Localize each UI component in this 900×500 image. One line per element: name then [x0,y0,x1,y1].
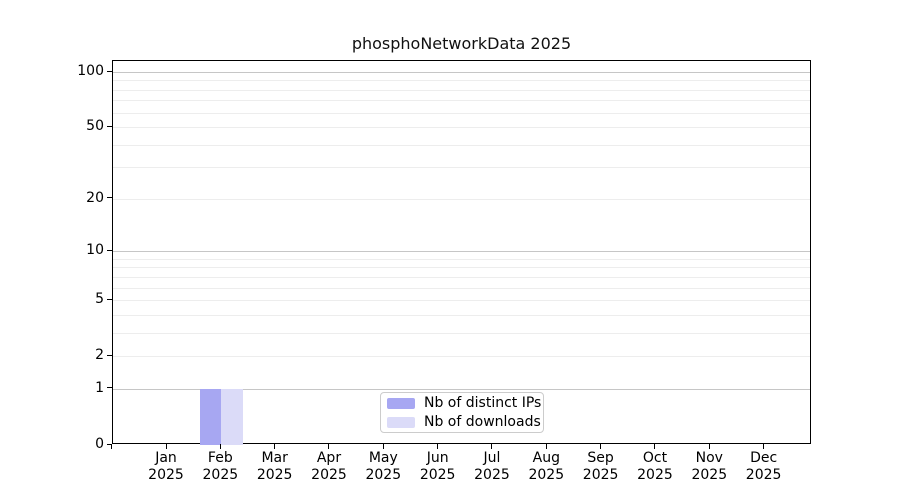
y-tick-mark [107,249,112,251]
y-tick-label: 5 [95,291,104,308]
y-tick-mark [107,443,112,445]
x-tick-mark [491,444,493,449]
x-tick-label: Jul 2025 [474,450,510,483]
x-tick-label: Feb 2025 [202,450,239,483]
x-tick-mark [600,444,602,449]
x-tick-mark [219,444,221,449]
minor-gridline [113,287,810,289]
legend-swatch-distinct-ips-icon [387,397,415,409]
x-tick-label: Mar 2025 [256,450,293,483]
major-gridline [113,72,810,73]
legend-item-downloads: Nb of downloads [387,414,541,430]
chart-title: phosphoNetworkData 2025 [351,34,572,53]
y-tick-label: 1 [95,379,104,396]
x-tick-mark [274,444,276,449]
y-tick-mark [107,197,112,199]
legend-label-downloads: Nb of downloads [424,414,541,430]
x-tick-label: May 2025 [365,450,402,483]
plot-area: Nb of distinct IPs Nb of downloads [112,60,811,445]
y-tick-mark [107,387,112,389]
minor-gridline [113,89,810,91]
x-tick-mark [654,444,656,449]
x-tick-mark [111,444,113,449]
minor-gridline [113,100,810,102]
minor-gridline [113,258,810,260]
y-tick-mark [107,125,112,127]
legend: Nb of distinct IPs Nb of downloads [380,392,544,433]
bar-feb-2025 [221,388,243,445]
y-tick-mark [107,298,112,300]
x-tick-label: Sep 2025 [582,450,619,483]
legend-item-distinct-ips: Nb of distinct IPs [387,395,541,411]
minor-gridline [113,144,810,146]
x-tick-mark [328,444,330,449]
minor-gridline [113,314,810,316]
x-tick-mark [165,444,167,449]
x-tick-mark [708,444,710,449]
minor-gridline [113,80,810,82]
minor-gridline [113,112,810,114]
y-tick-label: 10 [86,242,104,259]
x-tick-mark [437,444,439,449]
bar-feb-2025 [200,388,222,445]
x-tick-label: Oct 2025 [637,450,673,483]
y-tick-label: 0 [95,436,104,452]
y-tick-label: 50 [86,118,104,135]
major-gridline [113,388,810,390]
minor-gridline [113,332,810,334]
y-tick-mark [107,70,112,72]
x-tick-label: Jan 2025 [148,450,184,483]
major-gridline [113,251,810,253]
x-tick-mark [545,444,547,449]
minor-gridline [113,167,810,169]
minor-gridline [113,300,810,302]
y-tick-mark [107,354,112,356]
x-tick-label: Apr 2025 [311,450,347,483]
y-tick-label: 20 [86,189,104,206]
x-tick-label: Aug 2025 [528,450,565,483]
x-tick-label: Dec 2025 [745,450,782,483]
minor-gridline [113,356,810,358]
legend-swatch-downloads-icon [387,416,415,428]
minor-gridline [113,267,810,269]
y-tick-label: 100 [77,63,104,79]
x-tick-label: Nov 2025 [691,450,728,483]
minor-gridline [113,127,810,129]
y-tick-label: 2 [95,347,104,364]
x-tick-mark [382,444,384,449]
x-tick-mark [763,444,765,449]
minor-gridline [113,198,810,200]
x-tick-label: Jun 2025 [419,450,456,483]
minor-gridline [113,276,810,278]
legend-label-distinct-ips: Nb of distinct IPs [424,395,542,411]
